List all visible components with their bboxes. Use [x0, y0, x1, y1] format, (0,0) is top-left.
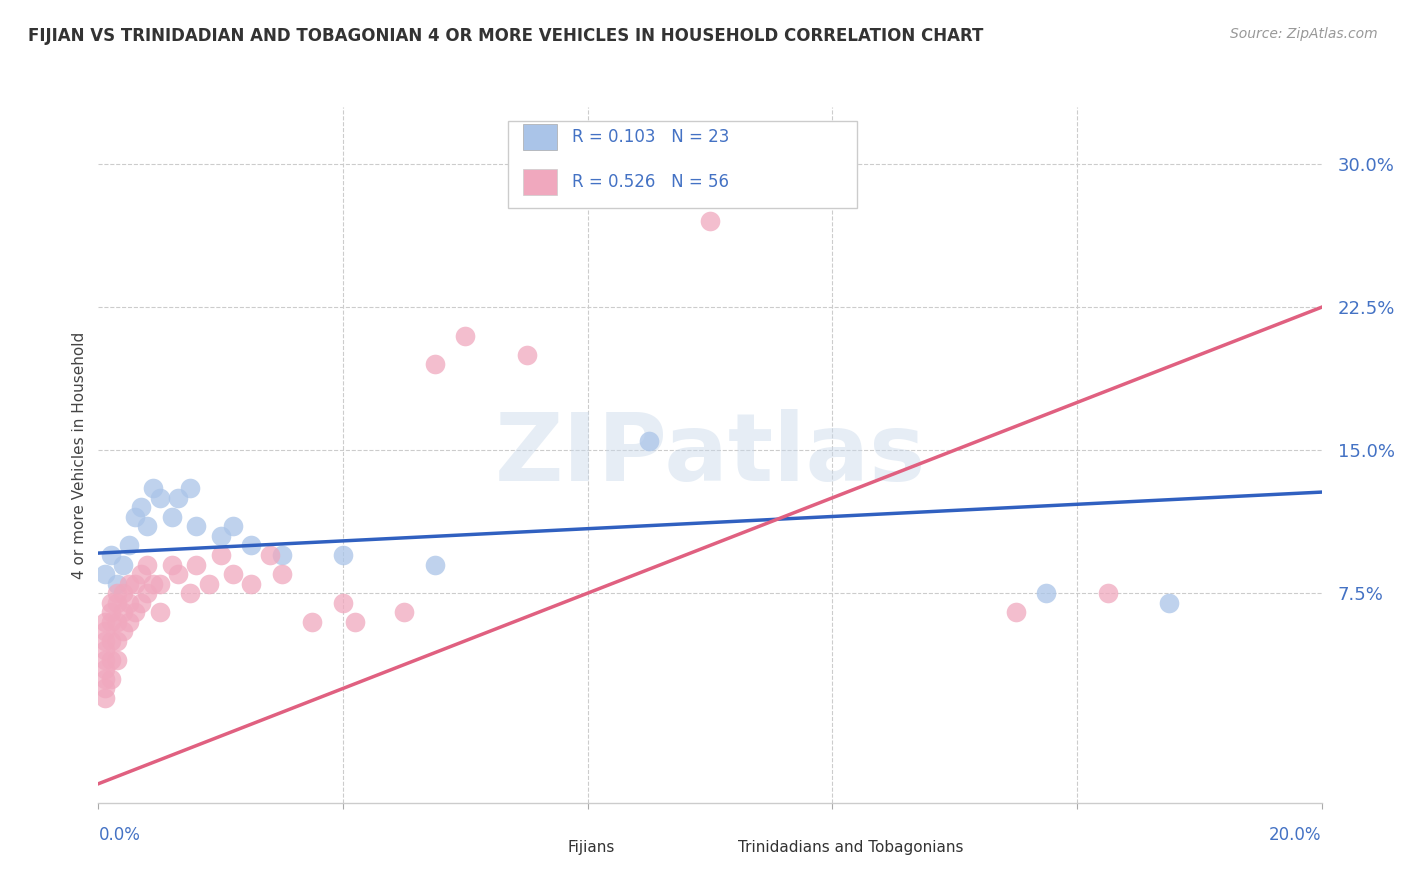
- Point: [222, 519, 245, 533]
- Point: [454, 328, 477, 343]
- Point: [392, 605, 416, 619]
- Point: [93, 653, 115, 667]
- Point: [209, 529, 232, 543]
- Point: [118, 576, 141, 591]
- Point: [790, 176, 813, 190]
- Point: [186, 519, 208, 533]
- Point: [270, 567, 292, 582]
- Point: [100, 548, 122, 562]
- Point: [111, 624, 134, 639]
- Point: [118, 539, 141, 553]
- Text: ZIPatlas: ZIPatlas: [495, 409, 925, 501]
- Point: [160, 509, 183, 524]
- Point: [105, 586, 128, 600]
- Point: [332, 596, 354, 610]
- Point: [100, 615, 122, 629]
- Point: [124, 576, 146, 591]
- Point: [149, 491, 172, 505]
- Point: [93, 662, 115, 676]
- Point: [124, 605, 146, 619]
- Point: [93, 643, 115, 657]
- Point: [111, 586, 134, 600]
- Point: [197, 576, 219, 591]
- Point: [93, 567, 115, 582]
- Point: [124, 509, 146, 524]
- Text: Trinidadians and Tobagonians: Trinidadians and Tobagonians: [738, 840, 965, 855]
- Point: [118, 615, 141, 629]
- Text: FIJIAN VS TRINIDADIAN AND TOBAGONIAN 4 OR MORE VEHICLES IN HOUSEHOLD CORRELATION: FIJIAN VS TRINIDADIAN AND TOBAGONIAN 4 O…: [28, 27, 983, 45]
- Point: [129, 596, 152, 610]
- Point: [259, 548, 281, 562]
- Point: [93, 624, 115, 639]
- Point: [423, 558, 446, 572]
- Point: [1004, 605, 1026, 619]
- Text: R = 0.526   N = 56: R = 0.526 N = 56: [572, 173, 728, 191]
- Point: [167, 491, 190, 505]
- Point: [100, 596, 122, 610]
- Point: [1157, 596, 1180, 610]
- Point: [149, 576, 172, 591]
- Y-axis label: 4 or more Vehicles in Household: 4 or more Vehicles in Household: [72, 331, 87, 579]
- Point: [1097, 586, 1119, 600]
- Point: [301, 615, 323, 629]
- Point: [136, 519, 159, 533]
- Point: [105, 576, 128, 591]
- FancyBboxPatch shape: [523, 169, 557, 195]
- Point: [111, 605, 134, 619]
- Point: [105, 633, 128, 648]
- Point: [149, 605, 172, 619]
- Point: [93, 672, 115, 686]
- Point: [118, 596, 141, 610]
- Point: [240, 576, 263, 591]
- Point: [344, 615, 367, 629]
- FancyBboxPatch shape: [508, 121, 856, 208]
- Text: Fijians: Fijians: [567, 840, 614, 855]
- Point: [270, 548, 292, 562]
- Point: [93, 690, 115, 705]
- FancyBboxPatch shape: [523, 124, 557, 150]
- Point: [142, 576, 165, 591]
- Point: [516, 348, 538, 362]
- Point: [111, 558, 134, 572]
- Point: [136, 586, 159, 600]
- Point: [423, 357, 446, 371]
- Point: [93, 615, 115, 629]
- Point: [129, 500, 152, 515]
- Point: [100, 672, 122, 686]
- Point: [93, 681, 115, 696]
- Point: [222, 567, 245, 582]
- Point: [179, 481, 201, 495]
- Point: [179, 586, 201, 600]
- FancyBboxPatch shape: [710, 839, 725, 855]
- Point: [105, 653, 128, 667]
- Point: [186, 558, 208, 572]
- Point: [142, 481, 165, 495]
- Text: Source: ZipAtlas.com: Source: ZipAtlas.com: [1230, 27, 1378, 41]
- Text: R = 0.103   N = 23: R = 0.103 N = 23: [572, 128, 730, 146]
- Point: [100, 605, 122, 619]
- FancyBboxPatch shape: [538, 839, 555, 855]
- Point: [100, 653, 122, 667]
- Point: [209, 548, 232, 562]
- Point: [699, 214, 721, 228]
- Point: [1035, 586, 1057, 600]
- Point: [105, 615, 128, 629]
- Point: [129, 567, 152, 582]
- Point: [167, 567, 190, 582]
- Point: [637, 434, 661, 448]
- Text: 0.0%: 0.0%: [98, 826, 141, 844]
- Point: [240, 539, 263, 553]
- Point: [93, 633, 115, 648]
- Point: [160, 558, 183, 572]
- Point: [332, 548, 354, 562]
- Text: 20.0%: 20.0%: [1270, 826, 1322, 844]
- Point: [136, 558, 159, 572]
- Point: [105, 596, 128, 610]
- Point: [100, 633, 122, 648]
